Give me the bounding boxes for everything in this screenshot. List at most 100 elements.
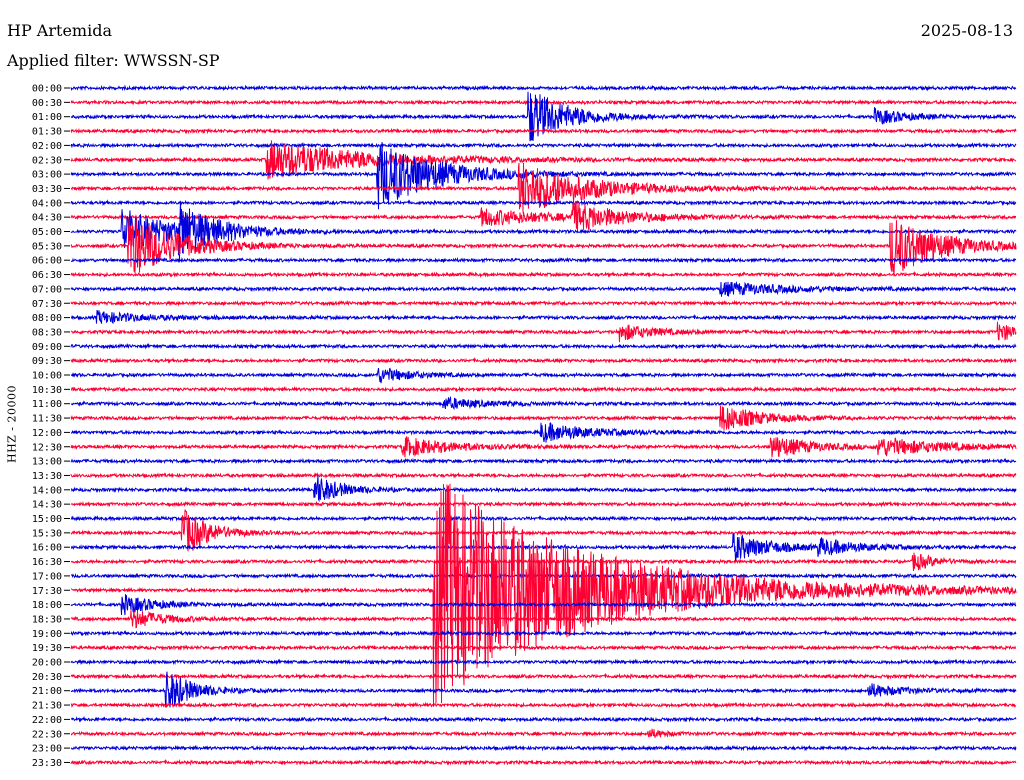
trace-row-1000 bbox=[70, 367, 1017, 384]
row-label-0900: 09:00 bbox=[32, 342, 62, 353]
trace-row-0730 bbox=[70, 299, 1017, 307]
trace-row-0600 bbox=[70, 256, 1017, 264]
row-label-1830: 18:30 bbox=[32, 614, 62, 625]
trace-row-2000 bbox=[70, 658, 1017, 666]
row-label-0400: 04:00 bbox=[32, 198, 62, 209]
trace-row-0330 bbox=[70, 162, 1017, 213]
row-label-0230: 02:30 bbox=[32, 155, 62, 166]
row-label-1700: 17:00 bbox=[32, 571, 62, 582]
trace-row-0430 bbox=[70, 201, 1016, 231]
row-label-0800: 08:00 bbox=[32, 313, 62, 324]
trace-row-2300 bbox=[70, 744, 1017, 752]
trace-row-0300 bbox=[70, 141, 1017, 210]
row-label-1930: 19:30 bbox=[32, 643, 62, 654]
row-time-labels: 00:00 00:30 01:00 01:30 02:00 02:30 03:00 03:30… bbox=[32, 84, 70, 769]
trace-row-1200 bbox=[70, 422, 1017, 443]
trace-row-0800 bbox=[70, 309, 1017, 325]
row-label-2030: 20:30 bbox=[32, 672, 62, 683]
row-label-0830: 08:30 bbox=[32, 327, 62, 338]
trace-row-0200 bbox=[70, 141, 1017, 149]
trace-row-2030 bbox=[70, 672, 1017, 680]
row-label-2200: 22:00 bbox=[32, 715, 62, 726]
row-label-2300: 23:00 bbox=[32, 744, 62, 755]
row-label-1030: 10:30 bbox=[32, 385, 62, 396]
trace-row-0930 bbox=[70, 357, 1017, 364]
row-label-0430: 04:30 bbox=[32, 213, 62, 224]
trace-row-0530 bbox=[70, 217, 1017, 277]
row-label-1630: 16:30 bbox=[32, 557, 62, 568]
trace-row-2330 bbox=[70, 758, 1017, 766]
row-label-0500: 05:00 bbox=[32, 227, 62, 238]
row-label-0600: 06:00 bbox=[32, 256, 62, 267]
trace-row-1730 bbox=[70, 483, 1017, 707]
trace-row-1800 bbox=[70, 594, 1017, 616]
trace-row-1230 bbox=[70, 436, 1017, 458]
row-label-0130: 01:30 bbox=[32, 127, 62, 138]
row-label-0300: 03:00 bbox=[32, 170, 62, 181]
row-label-0330: 03:30 bbox=[32, 184, 62, 195]
trace-row-1330 bbox=[70, 471, 1017, 480]
trace-row-0830 bbox=[70, 321, 1017, 343]
trace-row-1900 bbox=[70, 629, 1017, 637]
trace-row-2130 bbox=[70, 701, 1017, 709]
row-label-1200: 12:00 bbox=[32, 428, 62, 439]
trace-row-0700 bbox=[70, 281, 1017, 297]
trace-row-0900 bbox=[70, 342, 1017, 350]
trace-row-1500 bbox=[70, 514, 1017, 522]
row-label-0030: 00:30 bbox=[32, 98, 62, 109]
trace-row-0500 bbox=[70, 201, 1017, 261]
row-label-2130: 21:30 bbox=[32, 701, 62, 712]
row-label-0700: 07:00 bbox=[32, 284, 62, 295]
trace-row-0130 bbox=[70, 127, 1017, 135]
trace-row-1430 bbox=[70, 500, 1017, 508]
row-label-1800: 18:00 bbox=[32, 600, 62, 611]
row-label-1130: 11:30 bbox=[32, 414, 62, 425]
trace-row-0630 bbox=[70, 271, 1017, 279]
row-label-1530: 15:30 bbox=[32, 528, 62, 539]
row-label-1230: 12:30 bbox=[32, 442, 62, 453]
row-label-2100: 21:00 bbox=[32, 686, 62, 697]
row-label-0730: 07:30 bbox=[32, 299, 62, 310]
filter-label: Applied filter: WWSSN-SP bbox=[7, 51, 220, 70]
trace-row-1300 bbox=[70, 457, 1017, 465]
row-label-1400: 14:00 bbox=[32, 485, 62, 496]
row-label-0530: 05:30 bbox=[32, 241, 62, 252]
row-label-1900: 19:00 bbox=[32, 629, 62, 640]
date-label: 2025-08-13 bbox=[920, 21, 1013, 40]
row-label-1100: 11:00 bbox=[32, 399, 62, 410]
row-label-1430: 14:30 bbox=[32, 500, 62, 511]
trace-row-1830 bbox=[70, 610, 1017, 629]
trace-row-1130 bbox=[70, 405, 1017, 431]
row-label-0930: 09:30 bbox=[32, 356, 62, 367]
trace-row-1930 bbox=[70, 644, 1017, 652]
trace-row-0030 bbox=[70, 98, 1017, 106]
trace-row-2200 bbox=[70, 715, 1017, 723]
trace-row-1530 bbox=[70, 509, 1017, 552]
row-label-1600: 16:00 bbox=[32, 543, 62, 554]
trace-row-1030 bbox=[70, 385, 1017, 393]
row-label-2330: 23:30 bbox=[32, 758, 62, 769]
row-label-1300: 13:00 bbox=[32, 457, 62, 468]
row-label-0200: 02:00 bbox=[32, 141, 62, 152]
row-label-1000: 10:00 bbox=[32, 371, 62, 382]
row-label-2000: 20:00 bbox=[32, 658, 62, 669]
row-label-0100: 01:00 bbox=[32, 112, 62, 123]
trace-row-0000 bbox=[70, 84, 1017, 92]
row-label-2230: 22:30 bbox=[32, 729, 62, 740]
row-label-0000: 00:00 bbox=[32, 84, 62, 95]
station-title: HP Artemida bbox=[7, 21, 112, 40]
seismogram-traces bbox=[70, 84, 1017, 766]
row-label-1500: 15:00 bbox=[32, 514, 62, 525]
trace-row-1100 bbox=[70, 395, 1017, 411]
row-label-1730: 17:30 bbox=[32, 586, 62, 597]
trace-row-0400 bbox=[70, 199, 1017, 207]
trace-row-2100 bbox=[70, 671, 1017, 708]
trace-row-1600 bbox=[71, 533, 1017, 562]
trace-row-0230 bbox=[70, 140, 1017, 180]
trace-row-0100 bbox=[70, 91, 1017, 142]
row-label-1330: 13:30 bbox=[32, 471, 62, 482]
row-label-0630: 06:30 bbox=[32, 270, 62, 281]
trace-row-1400 bbox=[70, 475, 1017, 503]
trace-row-2230 bbox=[70, 728, 1017, 738]
